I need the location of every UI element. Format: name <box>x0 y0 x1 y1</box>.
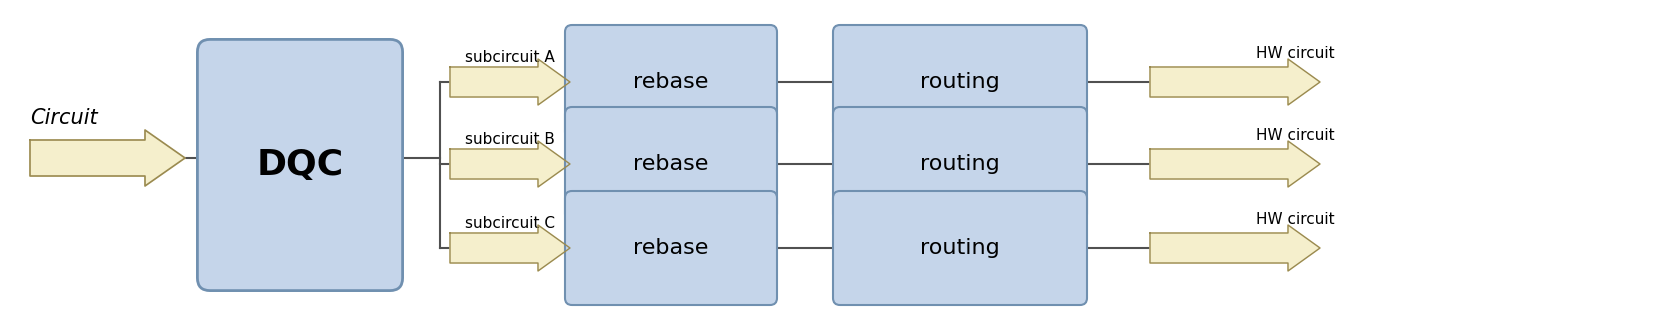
FancyBboxPatch shape <box>565 191 776 305</box>
FancyBboxPatch shape <box>833 191 1086 305</box>
FancyBboxPatch shape <box>197 39 403 291</box>
Polygon shape <box>30 130 186 186</box>
Text: HW circuit: HW circuit <box>1255 129 1333 144</box>
Text: subcircuit A: subcircuit A <box>465 50 554 65</box>
FancyBboxPatch shape <box>565 107 776 221</box>
Text: rebase: rebase <box>632 72 708 92</box>
Polygon shape <box>450 59 570 105</box>
Polygon shape <box>450 225 570 271</box>
Polygon shape <box>1149 225 1320 271</box>
FancyBboxPatch shape <box>833 25 1086 139</box>
Text: subcircuit B: subcircuit B <box>465 132 555 147</box>
Polygon shape <box>450 141 570 187</box>
Text: HW circuit: HW circuit <box>1255 213 1333 228</box>
Text: routing: routing <box>920 72 999 92</box>
Polygon shape <box>1149 59 1320 105</box>
Text: rebase: rebase <box>632 154 708 174</box>
Text: HW circuit: HW circuit <box>1255 47 1333 62</box>
Text: Circuit: Circuit <box>30 108 97 128</box>
Polygon shape <box>1149 141 1320 187</box>
FancyBboxPatch shape <box>565 25 776 139</box>
Text: rebase: rebase <box>632 238 708 258</box>
Text: DQC: DQC <box>256 148 343 182</box>
Text: routing: routing <box>920 238 999 258</box>
Text: routing: routing <box>920 154 999 174</box>
Text: subcircuit C: subcircuit C <box>465 215 555 231</box>
FancyBboxPatch shape <box>833 107 1086 221</box>
